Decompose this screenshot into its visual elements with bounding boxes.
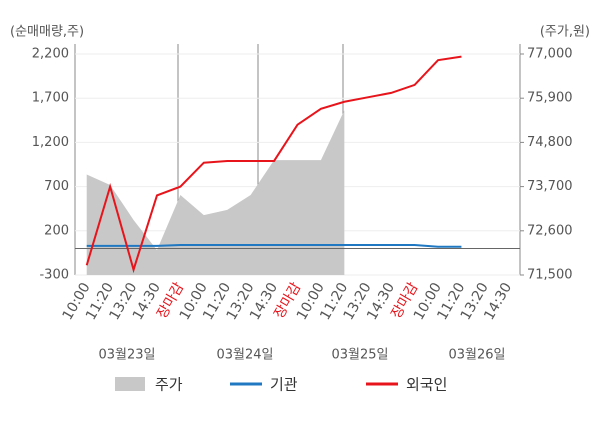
y-tick-label: 2,200 [32,47,69,62]
series-layer [86,110,345,275]
y-tick-label: 700 [44,179,69,194]
y-tick-label: 1,200 [32,135,69,150]
legend-label: 기관 [270,376,298,394]
legend-label: 외국인 [406,376,447,394]
y2-tick-label: 74,800 [527,135,573,150]
legend-swatch [115,377,145,391]
legend-label: 주가 [155,376,183,394]
date-label: 03월24일 [216,348,273,363]
series-line [85,55,462,274]
legend-item: 외국인 [366,376,447,394]
date-label: 03월23일 [98,348,155,363]
series-line [86,243,462,248]
y2-tick-label: 75,900 [527,91,573,106]
price-area [86,110,345,275]
y2-tick-label: 73,700 [527,179,573,194]
legend-item: 기관 [230,376,298,394]
y2-tick-label: 72,600 [527,223,573,238]
y-tick-label: -300 [39,268,69,283]
date-label: 03월25일 [331,348,388,363]
date-label: 03월26일 [448,348,505,363]
y2-axis-label: (주가,원) [540,25,590,40]
y2-tick-label: 77,000 [527,47,573,62]
legend-item: 주가 [115,376,183,394]
y2-tick-label: 71,500 [527,268,573,283]
y-axis-label: (순매매량,주) [10,25,84,40]
y-tick-label: 1,700 [32,91,69,106]
y-tick-label: 200 [44,223,69,238]
